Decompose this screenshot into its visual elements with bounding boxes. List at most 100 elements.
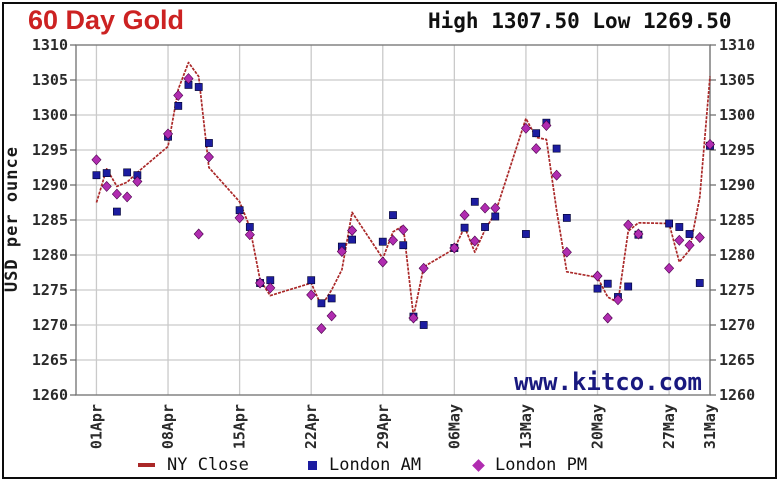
london-am-point (102, 169, 111, 177)
y-tick-label-left: 1300 (32, 106, 68, 124)
london-am-point (675, 223, 684, 231)
high-label: High (428, 9, 479, 33)
london-pm-point (132, 176, 143, 187)
london-am-point (307, 276, 316, 285)
london-pm-point (163, 128, 174, 140)
london-pm-point (336, 246, 347, 257)
london-pm-point (449, 242, 460, 254)
london-am-point (685, 230, 694, 238)
london-pm-point (551, 169, 562, 181)
london-pm-point (306, 289, 317, 301)
london-am-point (532, 129, 541, 138)
london-pm-point (602, 312, 613, 324)
london-pm-point (531, 143, 542, 155)
london-pm-point (377, 256, 388, 268)
london-am-point (348, 235, 356, 244)
y-tick-label-left: 1280 (32, 246, 68, 264)
y-tick-label-right: 1305 (719, 71, 755, 89)
legend-item-london-am: London AM (308, 455, 421, 475)
london-pm-point (101, 180, 112, 192)
x-tick-label: 29Apr (374, 404, 392, 449)
y-tick-label-left: 1275 (32, 281, 68, 299)
y-tick-label-right: 1310 (719, 36, 755, 54)
london-pm-point (592, 270, 603, 282)
london-am-point (327, 294, 336, 303)
london-am-point (460, 223, 469, 232)
london-am-point (593, 284, 602, 293)
london-am-point (419, 321, 428, 329)
london-pm-point (490, 202, 501, 214)
high-value: 1307.50 (491, 9, 580, 33)
london-am-point (552, 144, 561, 153)
london-am-point (194, 83, 203, 91)
x-tick-label: 31May (701, 404, 719, 449)
london-am-point (174, 102, 183, 110)
y-tick-label-right: 1260 (719, 386, 755, 404)
london-pm-point (480, 202, 491, 214)
x-tick-label: 01Apr (87, 404, 105, 449)
london-am-point (481, 223, 489, 231)
x-tick-label: 06May (445, 404, 463, 449)
y-tick-label-right: 1285 (719, 211, 755, 229)
london-am-point (389, 211, 397, 219)
london-pm-diamond-icon (472, 458, 485, 472)
london-am-point (665, 219, 673, 228)
y-tick-label-right: 1275 (719, 281, 755, 299)
london-am-point (378, 237, 387, 246)
chart-legend: NY Close London AM London PM (0, 455, 780, 477)
y-tick-label-right: 1265 (719, 351, 755, 369)
london-pm-point (418, 262, 429, 274)
london-am-point (522, 230, 530, 238)
london-am-point (92, 171, 101, 180)
london-pm-point (408, 312, 419, 324)
y-tick-label-right: 1280 (719, 246, 755, 264)
london-pm-point (255, 277, 266, 289)
ny-close-line-icon (138, 463, 155, 467)
london-pm-point (122, 191, 133, 203)
y-tick-label-right: 1295 (719, 141, 755, 159)
london-pm-point (459, 209, 470, 221)
y-tick-label-right: 1300 (719, 106, 755, 124)
low-value: 1269.50 (643, 9, 732, 33)
legend-label-ny-close: NY Close (167, 455, 249, 475)
y-tick-label-right: 1290 (719, 176, 755, 194)
london-pm-point (612, 294, 623, 306)
london-pm-point (694, 232, 705, 243)
london-pm-point (633, 228, 644, 240)
london-pm-point (541, 120, 552, 131)
legend-item-london-pm: London PM (472, 455, 587, 475)
y-tick-label-left: 1295 (32, 141, 68, 159)
london-pm-point (520, 122, 531, 134)
y-tick-label-left: 1260 (32, 386, 68, 404)
y-tick-label-left: 1265 (32, 351, 68, 369)
x-tick-label: 27May (660, 404, 678, 449)
y-tick-label-right: 1270 (719, 316, 755, 334)
kitco-watermark: www.kitco.com (514, 368, 702, 396)
x-tick-label: 08Apr (159, 404, 177, 449)
london-pm-point (664, 262, 675, 274)
london-am-point (317, 299, 326, 308)
london-pm-point (183, 73, 194, 85)
london-am-point (205, 139, 213, 147)
x-tick-label: 13May (517, 404, 535, 449)
london-pm-point (234, 212, 245, 224)
london-pm-point (265, 282, 276, 294)
london-am-point (113, 207, 121, 216)
london-am-point (624, 282, 633, 291)
london-pm-point (684, 239, 695, 251)
chart-title: 60 Day Gold (28, 5, 185, 35)
london-pm-point (398, 224, 409, 236)
london-pm-point (316, 323, 327, 334)
london-am-point (399, 241, 408, 250)
london-am-point (470, 197, 479, 206)
london-pm-point (173, 89, 184, 101)
london-pm-point (623, 219, 634, 231)
london-am-point (603, 279, 612, 288)
london-pm-point (704, 138, 716, 150)
london-am-point (562, 214, 571, 222)
y-tick-label-left: 1290 (32, 176, 68, 194)
low-label: Low (592, 9, 631, 33)
legend-label-london-am: London AM (329, 455, 422, 475)
london-pm-point (387, 234, 399, 246)
